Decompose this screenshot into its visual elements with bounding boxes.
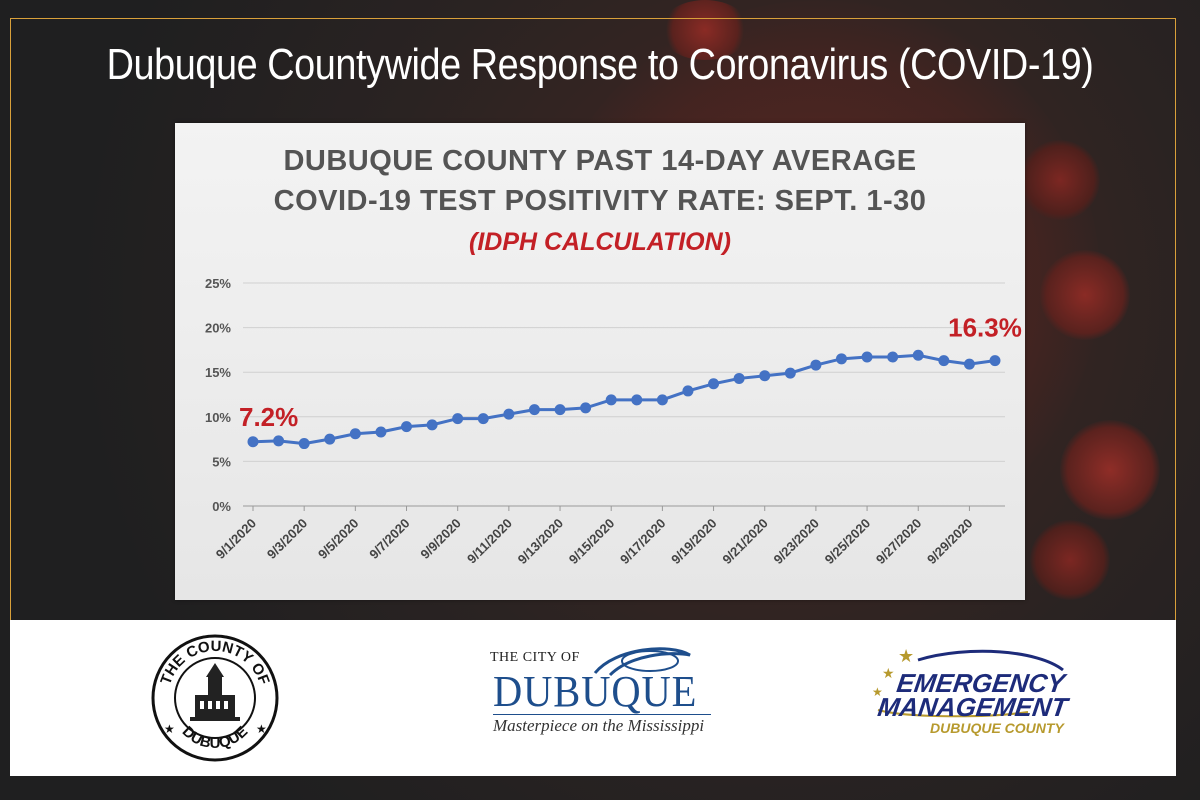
x-tick-label: 9/9/2020 <box>417 516 463 562</box>
data-point <box>810 359 822 371</box>
data-point <box>784 367 796 379</box>
data-point <box>401 421 413 433</box>
city-logo-small-text: THE CITY OF <box>490 650 580 665</box>
emergency-stars-icon: ★ ★ ★ <box>872 646 1064 718</box>
series-line <box>252 353 996 446</box>
x-tick-label: 9/1/2020 <box>213 516 259 562</box>
y-tick-label: 20% <box>205 321 231 336</box>
data-point <box>452 413 464 425</box>
data-point <box>247 436 259 448</box>
data-point <box>349 428 361 440</box>
x-tick-label: 9/25/2020 <box>822 516 874 568</box>
data-point <box>631 394 643 406</box>
x-tick-label: 9/5/2020 <box>315 516 361 562</box>
chart-subtitle: (IDPH CALCULATION) <box>469 228 731 256</box>
x-tick-label: 9/19/2020 <box>668 516 720 568</box>
x-tick-label: 9/29/2020 <box>924 516 976 568</box>
line-chart: 0% 5% 10% 15% 20% 25% 9/1/2020 9/3/2020 9/5/2020… <box>205 276 1022 568</box>
emergency-logo-line-2: MANAGEMENT <box>875 692 1070 722</box>
y-tick-label: 5% <box>212 454 231 469</box>
data-point <box>963 358 975 370</box>
courthouse-icon <box>190 663 240 721</box>
x-tick-label: 9/17/2020 <box>617 516 669 568</box>
data-point <box>298 438 310 450</box>
virus-spike-decoration <box>660 0 750 60</box>
svg-text:★: ★ <box>882 665 895 681</box>
chart-title-line-2: COVID-19 TEST POSITIVITY RATE: SEPT. 1-3… <box>273 185 927 217</box>
data-point <box>938 355 950 367</box>
data-point <box>887 351 899 363</box>
data-point <box>273 435 285 447</box>
data-label: 7.2% <box>239 402 298 432</box>
svg-text:★: ★ <box>898 646 914 666</box>
data-point <box>580 402 592 414</box>
data-point <box>733 372 745 384</box>
data-point <box>861 351 873 363</box>
y-tick-label: 0% <box>212 499 231 514</box>
data-point <box>835 353 847 365</box>
x-tick-label: 9/13/2020 <box>515 516 567 568</box>
data-point <box>708 378 720 390</box>
y-tick-label: 10% <box>205 410 231 425</box>
svg-text:★: ★ <box>872 685 883 699</box>
data-point <box>375 426 387 438</box>
x-tick-label: 9/3/2020 <box>264 516 310 562</box>
virus-spike-decoration <box>1030 520 1110 600</box>
city-logo-name: DUBUQUE <box>493 667 698 716</box>
x-tick-label: 9/11/2020 <box>464 516 515 567</box>
city-logo-tagline: Masterpiece on the Mississippi <box>493 716 705 735</box>
x-tick-label: 9/27/2020 <box>873 516 925 568</box>
city-logo-divider <box>493 714 711 715</box>
data-point <box>528 404 540 416</box>
star-icon: ★ <box>256 722 267 736</box>
data-point <box>656 394 668 406</box>
y-tick-label: 15% <box>205 365 231 380</box>
data-point <box>324 433 336 445</box>
star-icon: ★ <box>164 722 175 736</box>
y-tick-label: 25% <box>205 276 231 291</box>
x-tick-label: 9/21/2020 <box>719 516 771 568</box>
county-seal-logo: THE COUNTY OF DUBUQUE ★ ★ <box>151 634 279 762</box>
chart-panel: DUBUQUE COUNTY PAST 14-DAY AVERAGE COVID… <box>175 123 1025 600</box>
virus-spike-decoration <box>1040 250 1130 340</box>
x-tick-label: 9/23/2020 <box>771 516 823 568</box>
data-point <box>989 355 1001 367</box>
data-point <box>554 404 566 416</box>
data-point <box>759 370 771 382</box>
data-point <box>605 394 617 406</box>
data-point <box>503 408 515 420</box>
virus-spike-decoration <box>1020 140 1100 220</box>
virus-spike-decoration <box>1060 420 1160 520</box>
data-point <box>912 349 924 361</box>
emergency-logo-line-3: DUBUQUE COUNTY <box>930 720 1064 736</box>
x-tick-label: 9/7/2020 <box>366 516 412 562</box>
data-label: 16.3% <box>948 313 1022 343</box>
chart-title-line-1: DUBUQUE COUNTY PAST 14-DAY AVERAGE <box>283 145 917 177</box>
x-tick-label: 9/15/2020 <box>566 516 618 568</box>
data-point <box>477 413 489 425</box>
data-point <box>426 419 438 431</box>
data-point <box>682 385 694 397</box>
city-swoosh-icon <box>593 647 691 677</box>
page-title: Dubuque Countywide Response to Coronavir… <box>106 40 1094 89</box>
